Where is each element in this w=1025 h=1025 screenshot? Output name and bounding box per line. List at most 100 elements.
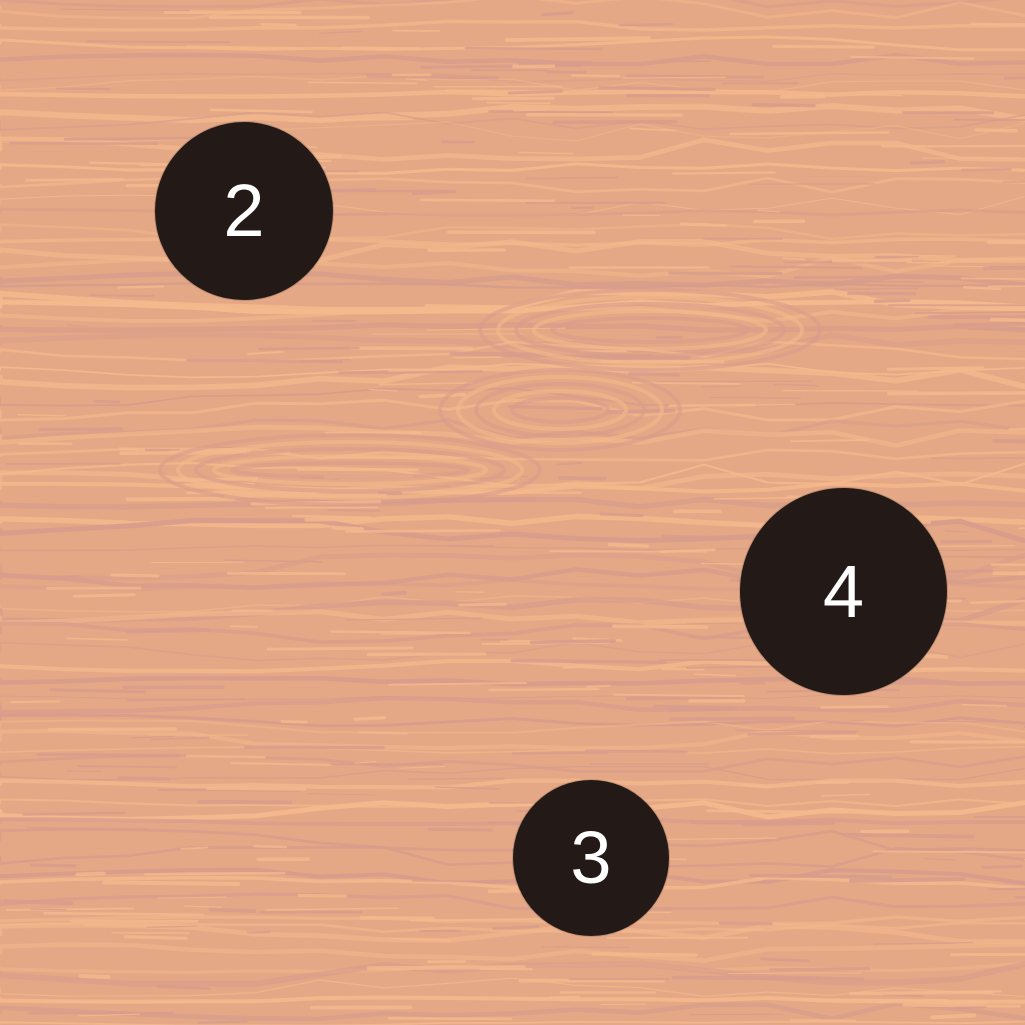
grain-streak [36, 752, 187, 758]
grain-streak [146, 925, 198, 928]
grain-streak [987, 887, 1025, 891]
wood-knot-ring [176, 440, 524, 500]
grain-streak [340, 46, 420, 51]
wood-knot-ring [496, 295, 804, 365]
grain-line [0, 75, 1025, 93]
grain-streak [795, 976, 865, 981]
grain-streak [17, 414, 66, 417]
grain-streak [954, 990, 1003, 994]
grain-streak [43, 1000, 187, 1004]
grain-streak [5, 907, 135, 911]
grain-streak [747, 731, 857, 736]
grain-streak [418, 392, 466, 399]
grain-streak [197, 1020, 248, 1024]
grain-line [0, 1020, 1025, 1025]
grain-streak [47, 727, 177, 732]
grain-streak [102, 880, 241, 886]
grain-streak [513, 109, 546, 112]
grain-streak [387, 1016, 513, 1021]
grain-streak [1008, 427, 1025, 431]
grain-streak [387, 368, 488, 372]
grain-streak [860, 829, 910, 834]
grain-streak [854, 93, 903, 97]
grain-streak [772, 44, 876, 49]
grain-streak [774, 383, 820, 387]
grain-streak [206, 786, 307, 791]
grain-streak [126, 698, 247, 702]
grain-streak [672, 975, 821, 981]
grain-streak [842, 832, 975, 839]
grain-streak [793, 275, 928, 280]
wood-knot-ring [492, 389, 628, 431]
grain-streak [598, 86, 716, 91]
grain-streak [690, 820, 836, 826]
grain-streak [874, 942, 973, 945]
grain-streak [77, 765, 178, 769]
grain-streak [1017, 571, 1025, 574]
grain-streak [981, 864, 1023, 869]
grain-streak [718, 921, 773, 926]
grain-streak [287, 118, 413, 122]
grain-streak [504, 36, 651, 43]
grain-streak [30, 908, 67, 911]
grain-streak [626, 74, 765, 79]
grain-line [0, 942, 1025, 963]
grain-streak [809, 734, 860, 738]
grain-line [0, 746, 1025, 755]
grain-streak [86, 40, 231, 44]
grain-streak [208, 907, 257, 914]
grain-streak [992, 438, 1025, 444]
grain-streak [749, 873, 893, 879]
grain-streak [820, 793, 871, 797]
grain-streak [1014, 896, 1025, 899]
grain-streak [264, 506, 378, 509]
grain-streak [209, 108, 313, 114]
grain-streak [49, 688, 147, 694]
grain-streak [930, 1013, 977, 1020]
grain-streak [180, 846, 209, 850]
number-token-3[interactable]: 3 [513, 780, 669, 936]
grain-streak [368, 388, 398, 392]
grain-line [0, 207, 1025, 217]
grain-line [0, 299, 1025, 315]
grain-streak [260, 22, 297, 27]
number-token-2[interactable]: 2 [155, 122, 333, 300]
grain-streak [26, 827, 147, 830]
number-token-4[interactable]: 4 [740, 488, 947, 695]
grain-streak [961, 277, 1025, 280]
grain-streak [163, 10, 302, 15]
grain-streak [953, 118, 1025, 122]
grain-streak [820, 705, 889, 709]
grain-streak [510, 658, 667, 664]
grain-streak [125, 496, 237, 502]
grain-streak [366, 965, 526, 971]
grain-streak [552, 119, 678, 125]
grain-streak [472, 96, 555, 101]
grain-streak [229, 625, 258, 628]
grain-streak [961, 168, 1012, 172]
grain-streak [940, 539, 993, 544]
grain-streak [78, 973, 111, 980]
grain-streak [659, 548, 716, 554]
grain-line [0, 222, 1025, 241]
grain-streak [88, 294, 155, 297]
grain-streak [769, 967, 871, 972]
grain-streak [886, 391, 1025, 396]
grain-streak [881, 993, 924, 997]
grain-streak [169, 449, 251, 453]
grain-streak [989, 317, 1025, 322]
token-label: 2 [223, 169, 265, 252]
grain-line [0, 728, 1025, 751]
grain-streak [366, 74, 500, 80]
grain-streak [548, 682, 681, 685]
grain-streak [685, 665, 778, 669]
grain-streak [338, 369, 483, 375]
grain-streak [426, 327, 566, 331]
grain-streak [184, 905, 222, 908]
grain-streak [116, 776, 170, 781]
grain-streak [75, 871, 106, 877]
grain-streak [410, 918, 541, 922]
grain-streak [329, 630, 471, 635]
grain-streak [541, 946, 630, 949]
grain-streak [123, 935, 188, 940]
